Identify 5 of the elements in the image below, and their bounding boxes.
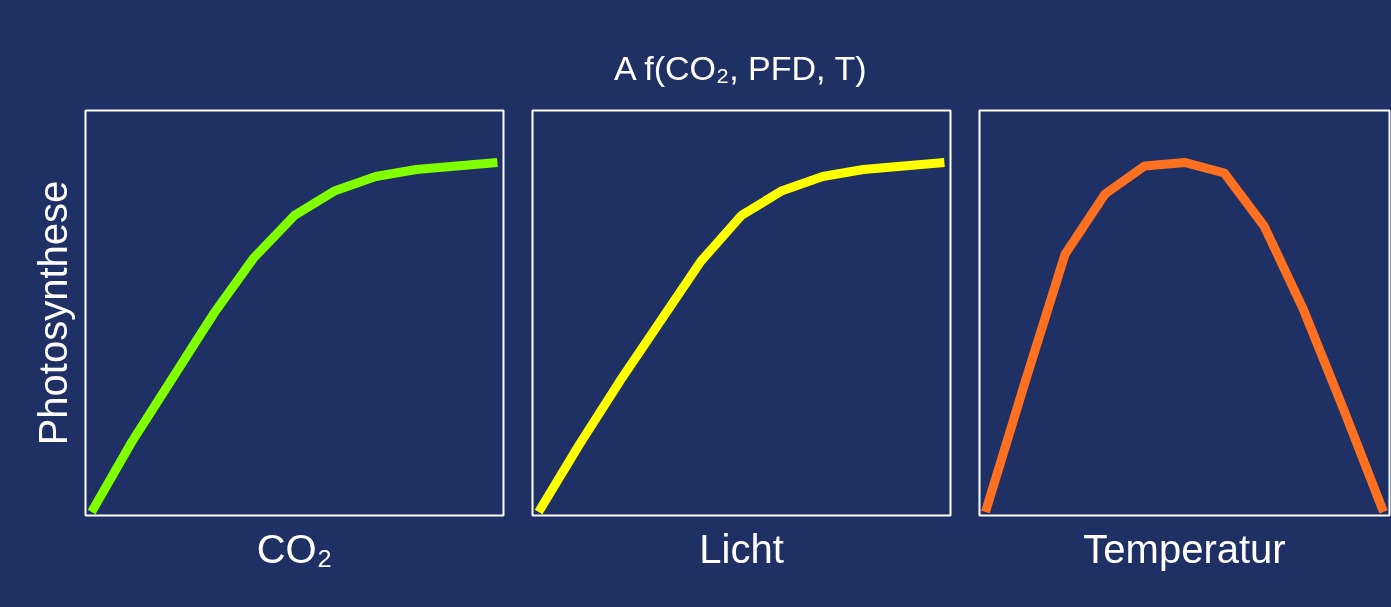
y-axis-title: Photosynthese xyxy=(30,180,75,446)
x-axis-title: CO₂ xyxy=(256,526,333,571)
chart-title: A f(CO₂, PFD, T) xyxy=(614,48,867,87)
x-axis-title: Licht xyxy=(699,526,784,571)
x-axis-title: Temperatur xyxy=(1083,526,1286,571)
